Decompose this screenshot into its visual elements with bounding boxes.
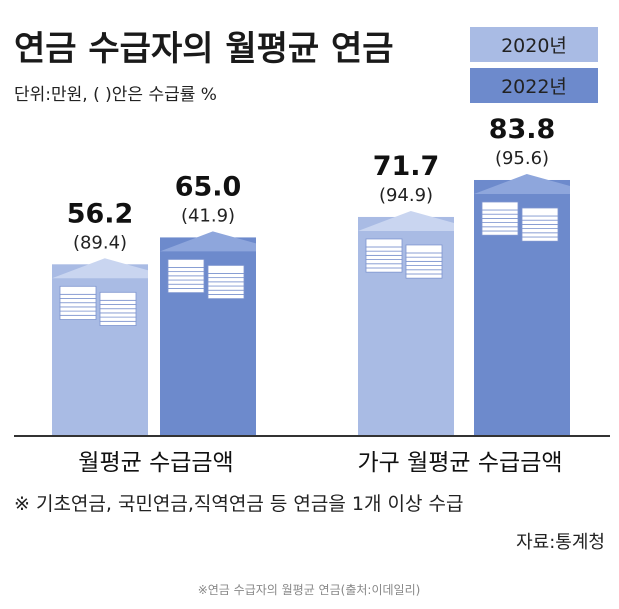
category-label-0: 월평균 수급금액 <box>78 450 233 476</box>
bar-2020년-1 <box>358 210 454 436</box>
legend-label-2020: 2020년 <box>501 35 567 57</box>
category-label-1: 가구 월평균 수급금액 <box>357 450 562 476</box>
bar-top <box>52 258 148 279</box>
legend-swatch-2020 <box>470 27 598 62</box>
value-label: 71.7 <box>373 151 440 182</box>
bar-top <box>160 231 256 252</box>
coin-stack-icon <box>405 244 443 279</box>
bar-top <box>474 173 570 194</box>
coin-stack-icon <box>521 207 559 242</box>
value-label: 56.2 <box>67 198 134 229</box>
coin-stack-icon <box>481 201 519 236</box>
coin-stack-icon <box>167 259 205 294</box>
coin-stack-icon <box>207 265 245 300</box>
bar-2022년-0 <box>160 231 256 436</box>
legend-label-2022: 2022년 <box>501 76 567 98</box>
rate-label: (89.4) <box>73 232 127 253</box>
value-label: 83.8 <box>489 114 556 145</box>
unit-label: 단위:만원, ( )안은 수급률 % <box>14 85 217 105</box>
source-label: 자료:통계청 <box>516 532 605 553</box>
coin-stack-icon <box>365 238 403 273</box>
footnote: ※ 기초연금, 국민연금,직역연금 등 연금을 1개 이상 수급 <box>14 493 463 515</box>
rate-label: (95.6) <box>495 148 549 169</box>
bars-group: 56.2 (89.4) 71.7 (94.9) 65.0 (41.9) 83.8 (95.6) <box>52 114 570 436</box>
legend-swatch-2022 <box>470 68 598 103</box>
coin-stack-icon <box>99 291 137 326</box>
rate-label: (41.9) <box>181 205 235 226</box>
legend: 2020년 2022년 <box>470 27 598 103</box>
bar-top <box>358 210 454 231</box>
chart-title: 연금 수급자의 월평균 연금 <box>14 29 394 69</box>
bar-2022년-1 <box>474 173 570 436</box>
value-label: 65.0 <box>175 171 242 202</box>
rate-label: (94.9) <box>379 185 433 206</box>
coin-stack-icon <box>59 285 97 320</box>
image-caption: ※연금 수급자의 월평균 연금(출처:이데일리) <box>198 583 421 597</box>
bar-2020년-0 <box>52 258 148 436</box>
